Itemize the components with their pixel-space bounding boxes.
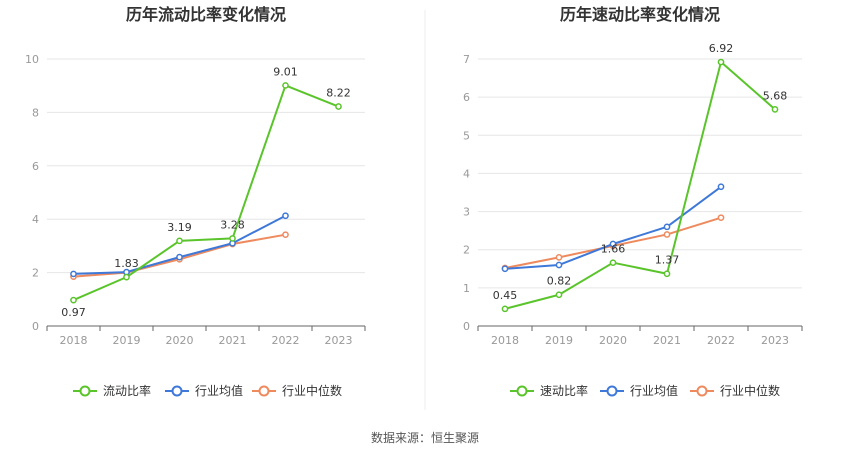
chart2-series-1-point[interactable] bbox=[663, 223, 671, 231]
chart2-series-1-point[interactable] bbox=[501, 265, 509, 273]
chart1-series-2-point[interactable] bbox=[282, 231, 289, 239]
chart2-data-label: 5.68 bbox=[763, 89, 788, 102]
chart1-series-1-point[interactable] bbox=[70, 270, 77, 278]
chart2-title: 历年速动比率变化情况 bbox=[560, 5, 720, 24]
chart2-series-0-point[interactable] bbox=[717, 58, 725, 66]
chart2-x-tick-label: 2022 bbox=[707, 334, 735, 347]
chart1-legend-label-1: 行业均值 bbox=[195, 383, 243, 398]
chart2-x-tick-label: 2021 bbox=[653, 334, 681, 347]
chart1-y-tick-label: 6 bbox=[32, 160, 39, 173]
chart2-legend-marker-0[interactable] bbox=[516, 385, 528, 397]
chart2-y-tick-label: 3 bbox=[463, 206, 470, 219]
chart2-series-2-point[interactable] bbox=[663, 231, 671, 238]
chart1-y-tick-label: 0 bbox=[32, 320, 39, 333]
chart1-data-label: 9.01 bbox=[273, 65, 298, 78]
chart2-data-label: 1.66 bbox=[601, 243, 626, 256]
chart2-y-tick-label: 2 bbox=[463, 244, 470, 257]
chart2-series-1-point[interactable] bbox=[717, 183, 725, 191]
chart2-data-label: 0.45 bbox=[493, 289, 518, 302]
chart1-y-tick-label: 8 bbox=[32, 106, 39, 119]
chart2-data-label: 0.82 bbox=[547, 275, 572, 288]
chart2-x-tick-label: 2019 bbox=[545, 334, 573, 347]
chart2-legend-label-1: 行业均值 bbox=[630, 383, 678, 398]
chart1-x-tick-label: 2022 bbox=[272, 334, 300, 347]
chart1-series-0-point[interactable] bbox=[70, 296, 77, 304]
chart1-x-tick-label: 2018 bbox=[60, 334, 88, 347]
chart1-x-tick-label: 2020 bbox=[166, 334, 194, 347]
chart1-series-0-point[interactable] bbox=[123, 273, 130, 281]
chart2-series-2-point[interactable] bbox=[555, 253, 563, 261]
chart2-series-0-line bbox=[504, 61, 776, 310]
chart1-series-1-point[interactable] bbox=[282, 212, 289, 220]
chart1-data-label: 0.97 bbox=[61, 306, 86, 319]
chart2-legend-label-0: 速动比率 bbox=[540, 383, 588, 398]
chart1-legend-label-0: 流动比率 bbox=[103, 383, 151, 398]
chart1-x-tick-label: 2019 bbox=[113, 334, 141, 347]
chart2-series-0-point[interactable] bbox=[555, 291, 563, 299]
chart1-legend-marker-1[interactable] bbox=[171, 385, 183, 397]
chart2-legend-label-2: 行业中位数 bbox=[720, 383, 780, 398]
chart1-series-1-point[interactable] bbox=[176, 253, 183, 261]
chart1-series-0-line bbox=[73, 84, 339, 302]
chart2-y-tick-label: 7 bbox=[463, 53, 470, 66]
chart2-x-tick-label: 2018 bbox=[491, 334, 519, 347]
chart2-series-0-point[interactable] bbox=[501, 305, 509, 313]
chart1-data-label: 1.83 bbox=[114, 257, 139, 270]
chart1-x-tick-label: 2023 bbox=[325, 334, 353, 347]
chart2-legend-marker-1[interactable] bbox=[606, 385, 618, 397]
chart1-legend-marker-2[interactable] bbox=[258, 385, 270, 397]
chart1-y-tick-label: 10 bbox=[25, 53, 39, 66]
chart2-series-1-point[interactable] bbox=[609, 240, 617, 248]
chart1-legend-label-2: 行业中位数 bbox=[282, 383, 342, 398]
chart1-data-label: 8.22 bbox=[326, 87, 351, 100]
chart2-y-tick-label: 5 bbox=[463, 129, 470, 142]
chart2-y-tick-label: 6 bbox=[463, 91, 470, 104]
chart2-x-tick-label: 2023 bbox=[761, 334, 789, 347]
chart2-series-2-point[interactable] bbox=[717, 214, 725, 222]
chart1-series-0-point[interactable] bbox=[229, 235, 236, 242]
chart2-data-label: 6.92 bbox=[709, 42, 734, 55]
chart2-data-label: 1.37 bbox=[655, 254, 680, 267]
data-source: 数据来源：恒生聚源 bbox=[371, 430, 479, 445]
chart1-y-tick-label: 4 bbox=[32, 213, 39, 226]
chart1-data-label: 3.19 bbox=[167, 221, 192, 234]
chart2-legend-marker-2[interactable] bbox=[696, 385, 708, 397]
chart1-legend-marker-0[interactable] bbox=[79, 385, 91, 397]
chart2-y-tick-label: 0 bbox=[463, 320, 470, 333]
chart1-y-tick-label: 2 bbox=[32, 267, 39, 280]
chart1-title: 历年流动比率变化情况 bbox=[126, 5, 286, 24]
chart2-series-1-point[interactable] bbox=[555, 261, 563, 269]
chart2-series-0-point[interactable] bbox=[771, 105, 779, 113]
chart2-series-0-point[interactable] bbox=[609, 259, 617, 267]
chart2-y-tick-label: 4 bbox=[463, 167, 470, 180]
chart1-series-0-point[interactable] bbox=[335, 103, 342, 110]
chart2-series-0-point[interactable] bbox=[663, 270, 671, 278]
chart2-y-tick-label: 1 bbox=[463, 282, 470, 295]
chart1-series-0-point[interactable] bbox=[282, 82, 289, 89]
chart1-data-label: 3.28 bbox=[220, 218, 245, 231]
chart1-x-tick-label: 2021 bbox=[219, 334, 247, 347]
chart1-series-0-point[interactable] bbox=[176, 237, 183, 245]
chart2-x-tick-label: 2020 bbox=[599, 334, 627, 347]
